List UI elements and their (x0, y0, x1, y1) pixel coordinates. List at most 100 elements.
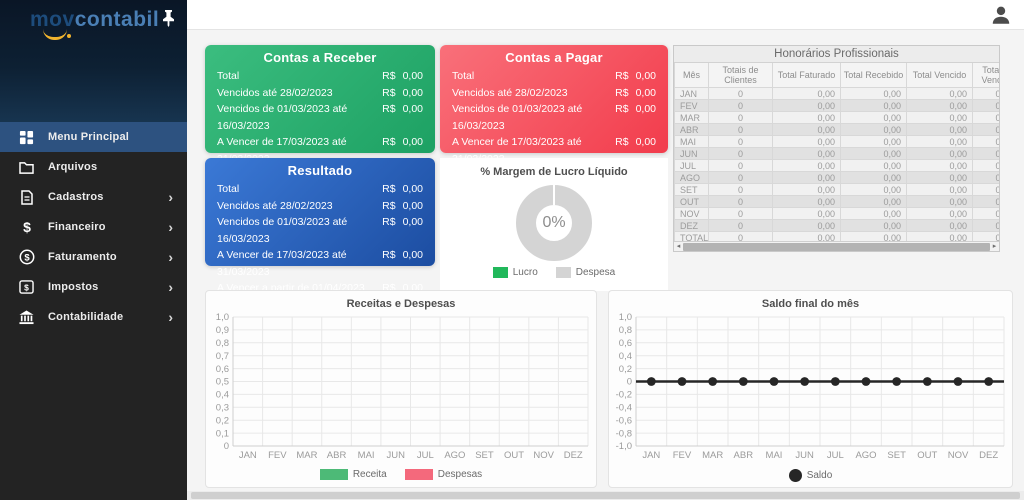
legend-swatch (555, 267, 571, 278)
svg-text:DEZ: DEZ (979, 450, 998, 461)
svg-text:DEZ: DEZ (564, 450, 583, 461)
sidebar: movcontabil Menu Principal Arquivos (0, 0, 187, 500)
column-header: Total Faturado (772, 63, 841, 88)
sidebar-item-faturamento[interactable]: $ Faturamento › (0, 242, 187, 272)
card-row-value: R$0,00 (382, 183, 423, 195)
bank-icon (18, 309, 35, 325)
card-row: Vencidos de 01/03/2023 até 16/03/2023 R$… (452, 101, 656, 134)
svg-text:0,9: 0,9 (216, 325, 229, 336)
legend-item[interactable]: Lucro (492, 267, 538, 278)
card-row-value: R$0,00 (382, 249, 423, 261)
card-row-value: R$0,00 (382, 103, 423, 115)
legend-item[interactable]: Receita (319, 469, 387, 480)
svg-text:0,8: 0,8 (216, 338, 229, 349)
legend-label: Saldo (806, 470, 833, 481)
svg-text:NOV: NOV (948, 450, 969, 461)
scroll-right-arrow-icon[interactable]: ▸ (992, 243, 997, 250)
card-rows: Total R$ 0,00 Vencidos até 28/02/2023 R$ 0… (217, 181, 423, 297)
logo-text-contabil: contabil (74, 8, 160, 31)
card-row: Total R$ 0,00 (217, 181, 423, 198)
logo-smile-icon (43, 29, 71, 40)
scroll-left-arrow-icon[interactable]: ◂ (676, 243, 681, 250)
card-row: Vencidos até 28/02/2023 R$ 0,00 (452, 85, 656, 102)
margem-lucro-panel: % Margem de Lucro Líquido 0% Lucro Despe… (440, 158, 668, 291)
table-title: Honorários Profissionais (674, 46, 999, 63)
sidebar-item-contabilidade[interactable]: Contabilidade › (0, 302, 187, 332)
legend-label: Lucro (512, 267, 538, 278)
card-contas-a-pagar: Contas a Pagar Total R$ 0,00 Vencidos até… (440, 45, 668, 181)
legend-item[interactable]: Saldo (788, 469, 833, 482)
svg-text:SET: SET (475, 450, 494, 461)
svg-text:JUN: JUN (795, 450, 814, 461)
card-title: Contas a Pagar (505, 50, 603, 65)
user-avatar-icon[interactable] (990, 4, 1012, 26)
svg-text:-1,0: -1,0 (616, 441, 632, 452)
table-header-row: Mês Totais de Clientes Total Faturado Total… (674, 63, 999, 88)
chart-legend: Receita Despesas (206, 469, 596, 480)
svg-text:1,0: 1,0 (619, 312, 632, 323)
sidebar-item-impostos[interactable]: $ Impostos › (0, 272, 187, 302)
brand-header: movcontabil (0, 0, 187, 122)
dollar-icon: $ (18, 219, 35, 235)
svg-text:0,4: 0,4 (619, 351, 632, 362)
sidebar-item-menu-principal[interactable]: Menu Principal (0, 122, 187, 152)
svg-text:$: $ (24, 253, 30, 264)
legend-item[interactable]: Despesa (555, 267, 615, 278)
svg-text:FEV: FEV (268, 450, 287, 461)
column-header: Total Recebido (840, 63, 907, 88)
svg-text:0,6: 0,6 (216, 364, 229, 375)
dashboard-icon (18, 130, 35, 145)
pin-icon[interactable] (162, 10, 175, 32)
sidebar-item-arquivos[interactable]: Arquivos (0, 152, 187, 182)
column-header: Total Vencido (906, 63, 973, 88)
card-row-label: Vencidos até 28/02/2023 (452, 86, 568, 99)
dollar-square-icon: $ (18, 280, 35, 294)
svg-text:$: $ (23, 219, 31, 235)
card-row-label: Vencidos de 01/03/2023 até 16/03/2023 (217, 216, 348, 245)
svg-text:0,6: 0,6 (619, 338, 632, 349)
svg-text:0,7: 0,7 (216, 351, 229, 362)
card-row-value: R$0,00 (382, 199, 423, 212)
legend-item[interactable]: Despesas (404, 469, 482, 480)
svg-text:AGO: AGO (855, 450, 876, 461)
sidebar-item-label: Contabilidade (48, 311, 124, 323)
svg-text:JAN: JAN (239, 450, 257, 461)
sidebar-item-label: Cadastros (48, 191, 104, 203)
donut-legend: Lucro Despesa (440, 267, 668, 278)
honorarios-panel: Honorários Profissionais Mês Totais de Cl… (673, 45, 1000, 252)
card-row-label: Total (217, 70, 240, 82)
legend-swatch (404, 469, 433, 480)
scrollbar-thumb[interactable] (191, 492, 1020, 499)
svg-text:MAR: MAR (702, 450, 723, 461)
chevron-right-icon: › (168, 279, 173, 295)
chevron-right-icon: › (168, 219, 173, 235)
honorarios-table-body: JAN00,000,000,000,00FEV00,000,000,000,00… (674, 87, 999, 244)
svg-text:MAI: MAI (358, 450, 375, 461)
page-horizontal-scrollbar[interactable] (187, 491, 1024, 500)
dashboard-content: Contas a Receber Total R$ 0,00 Vencidos a… (187, 30, 1024, 500)
donut-title: % Margem de Lucro Líquido (480, 166, 628, 178)
svg-text:0,5: 0,5 (216, 377, 229, 388)
svg-text:JUN: JUN (386, 450, 405, 461)
svg-text:0,4: 0,4 (216, 390, 229, 401)
table-horizontal-scrollbar[interactable]: ◂ ▸ (674, 241, 999, 251)
chart-legend: Saldo (609, 469, 1012, 482)
card-row: A Vencer de 17/03/2023 até 31/03/2023 R$… (217, 247, 423, 280)
svg-text:MAI: MAI (766, 450, 783, 461)
sidebar-item-cadastros[interactable]: Cadastros › (0, 182, 187, 212)
scrollbar-thumb[interactable] (683, 242, 990, 251)
column-header: Mês (674, 63, 709, 88)
sidebar-item-label: Faturamento (48, 251, 117, 263)
svg-text:0,1: 0,1 (216, 428, 229, 439)
svg-text:-0,8: -0,8 (616, 428, 632, 439)
column-header: Totais de Clientes (708, 63, 773, 88)
logo[interactable]: movcontabil (30, 8, 160, 40)
sidebar-item-financeiro[interactable]: $ Financeiro › (0, 212, 187, 242)
card-row-value: R$0,00 (382, 86, 423, 99)
svg-text:NOV: NOV (533, 450, 554, 461)
